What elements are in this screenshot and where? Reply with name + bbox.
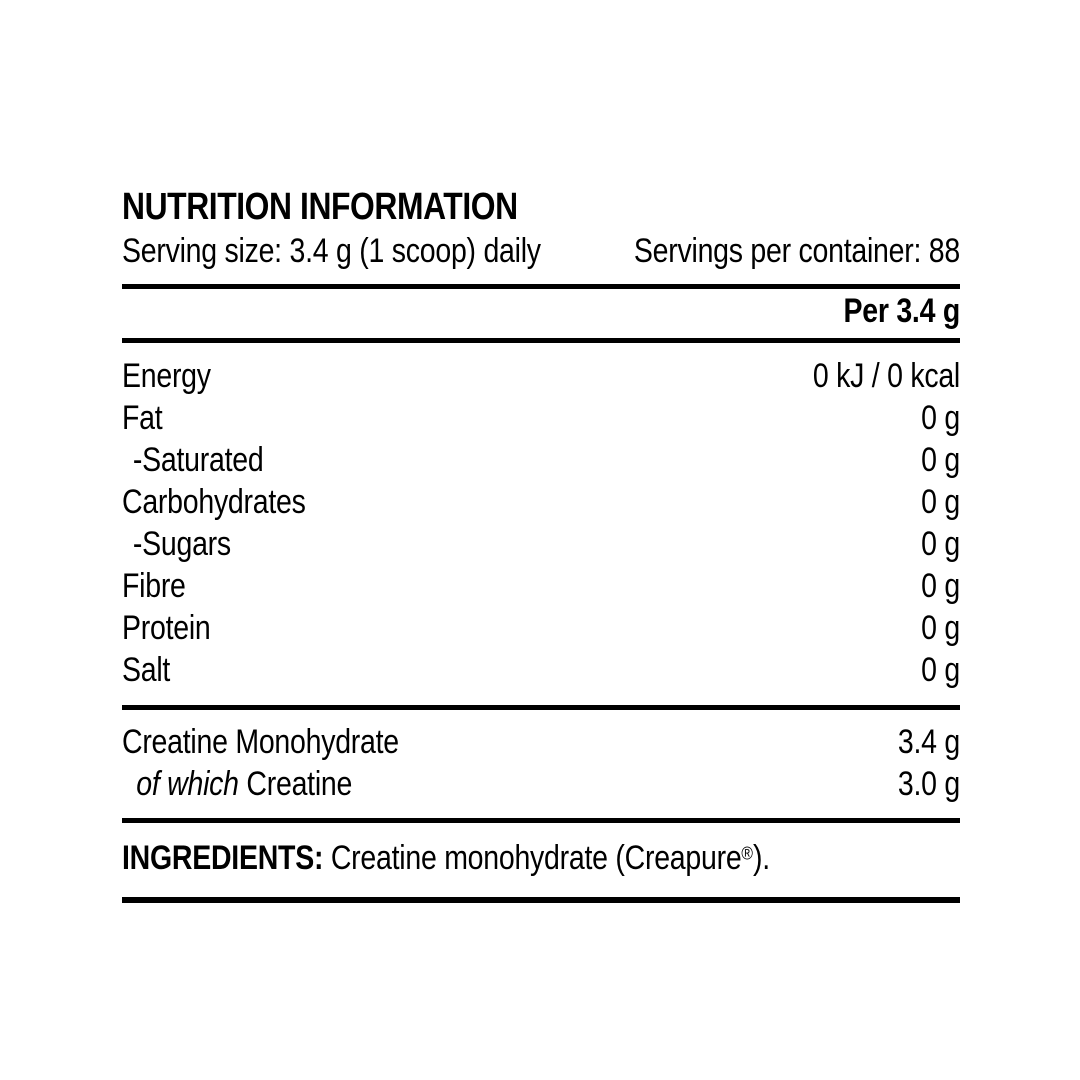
active-value: 3.0 g (897, 765, 960, 803)
nutrient-row-sugars: -Sugars 0 g (122, 523, 960, 565)
label-title: NUTRITION INFORMATION (122, 186, 518, 228)
registered-trademark-icon: ® (741, 842, 753, 864)
nutrient-row-protein: Protein 0 g (122, 607, 960, 649)
nutrient-value: 0 kJ / 0 kcal (812, 357, 960, 395)
nutrient-table: Energy 0 kJ / 0 kcal Fat 0 g -Saturated … (122, 355, 960, 691)
divider-bottom (122, 897, 960, 903)
ingredients-text: Creatine monohydrate (Creapure (323, 839, 742, 877)
nutrient-value: 0 g (921, 525, 960, 563)
nutrient-value: 0 g (921, 567, 960, 605)
nutrient-row-energy: Energy 0 kJ / 0 kcal (122, 355, 960, 397)
nutrient-label: Fibre (122, 567, 186, 605)
nutrient-label: -Sugars (132, 525, 231, 563)
nutrition-label: NUTRITION INFORMATION Serving size: 3.4 … (122, 0, 960, 1080)
divider-actives (122, 705, 960, 710)
of-which-italic: of which (136, 765, 247, 803)
ingredients-suffix: ). (752, 839, 770, 877)
ingredients-heading: INGREDIENTS: (122, 839, 324, 877)
column-header-per-serving: Per 3.4 g (843, 292, 960, 330)
nutrient-label: Carbohydrates (122, 483, 306, 521)
ingredients-line: INGREDIENTS: Creatine monohydrate (Creap… (122, 838, 960, 879)
nutrient-value: 0 g (921, 483, 960, 521)
nutrient-label: Fat (122, 399, 163, 437)
active-label: of which Creatine (122, 763, 352, 805)
nutrient-value: 0 g (921, 441, 960, 479)
nutrient-label: -Saturated (132, 441, 264, 479)
nutrient-row-saturated: -Saturated 0 g (122, 439, 960, 481)
servings-per-container-text: Servings per container: 88 (633, 232, 960, 270)
actives-table: Creatine Monohydrate 3.4 g of which Crea… (122, 721, 960, 805)
active-label: Creatine Monohydrate (122, 723, 399, 761)
nutrient-row-carbohydrates: Carbohydrates 0 g (122, 481, 960, 523)
nutrient-row-fat: Fat 0 g (122, 397, 960, 439)
nutrient-label: Energy (122, 357, 211, 395)
serving-info-row: Serving size: 3.4 g (1 scoop) daily Serv… (122, 231, 960, 272)
active-row-creatine-monohydrate: Creatine Monohydrate 3.4 g (122, 721, 960, 763)
nutrient-row-fibre: Fibre 0 g (122, 565, 960, 607)
nutrient-label: Salt (122, 651, 171, 689)
divider-top (122, 284, 960, 289)
nutrient-value: 0 g (921, 651, 960, 689)
nutrient-row-salt: Salt 0 g (122, 649, 960, 691)
divider-ingredients (122, 818, 960, 823)
active-label-text: Creatine (246, 765, 353, 803)
nutrient-value: 0 g (921, 399, 960, 437)
divider-header (122, 338, 960, 343)
nutrient-value: 0 g (921, 609, 960, 647)
active-value: 3.4 g (897, 723, 960, 761)
serving-size-text: Serving size: 3.4 g (1 scoop) daily (122, 232, 541, 270)
active-row-of-which-creatine: of which Creatine 3.0 g (122, 763, 960, 805)
nutrient-label: Protein (122, 609, 211, 647)
